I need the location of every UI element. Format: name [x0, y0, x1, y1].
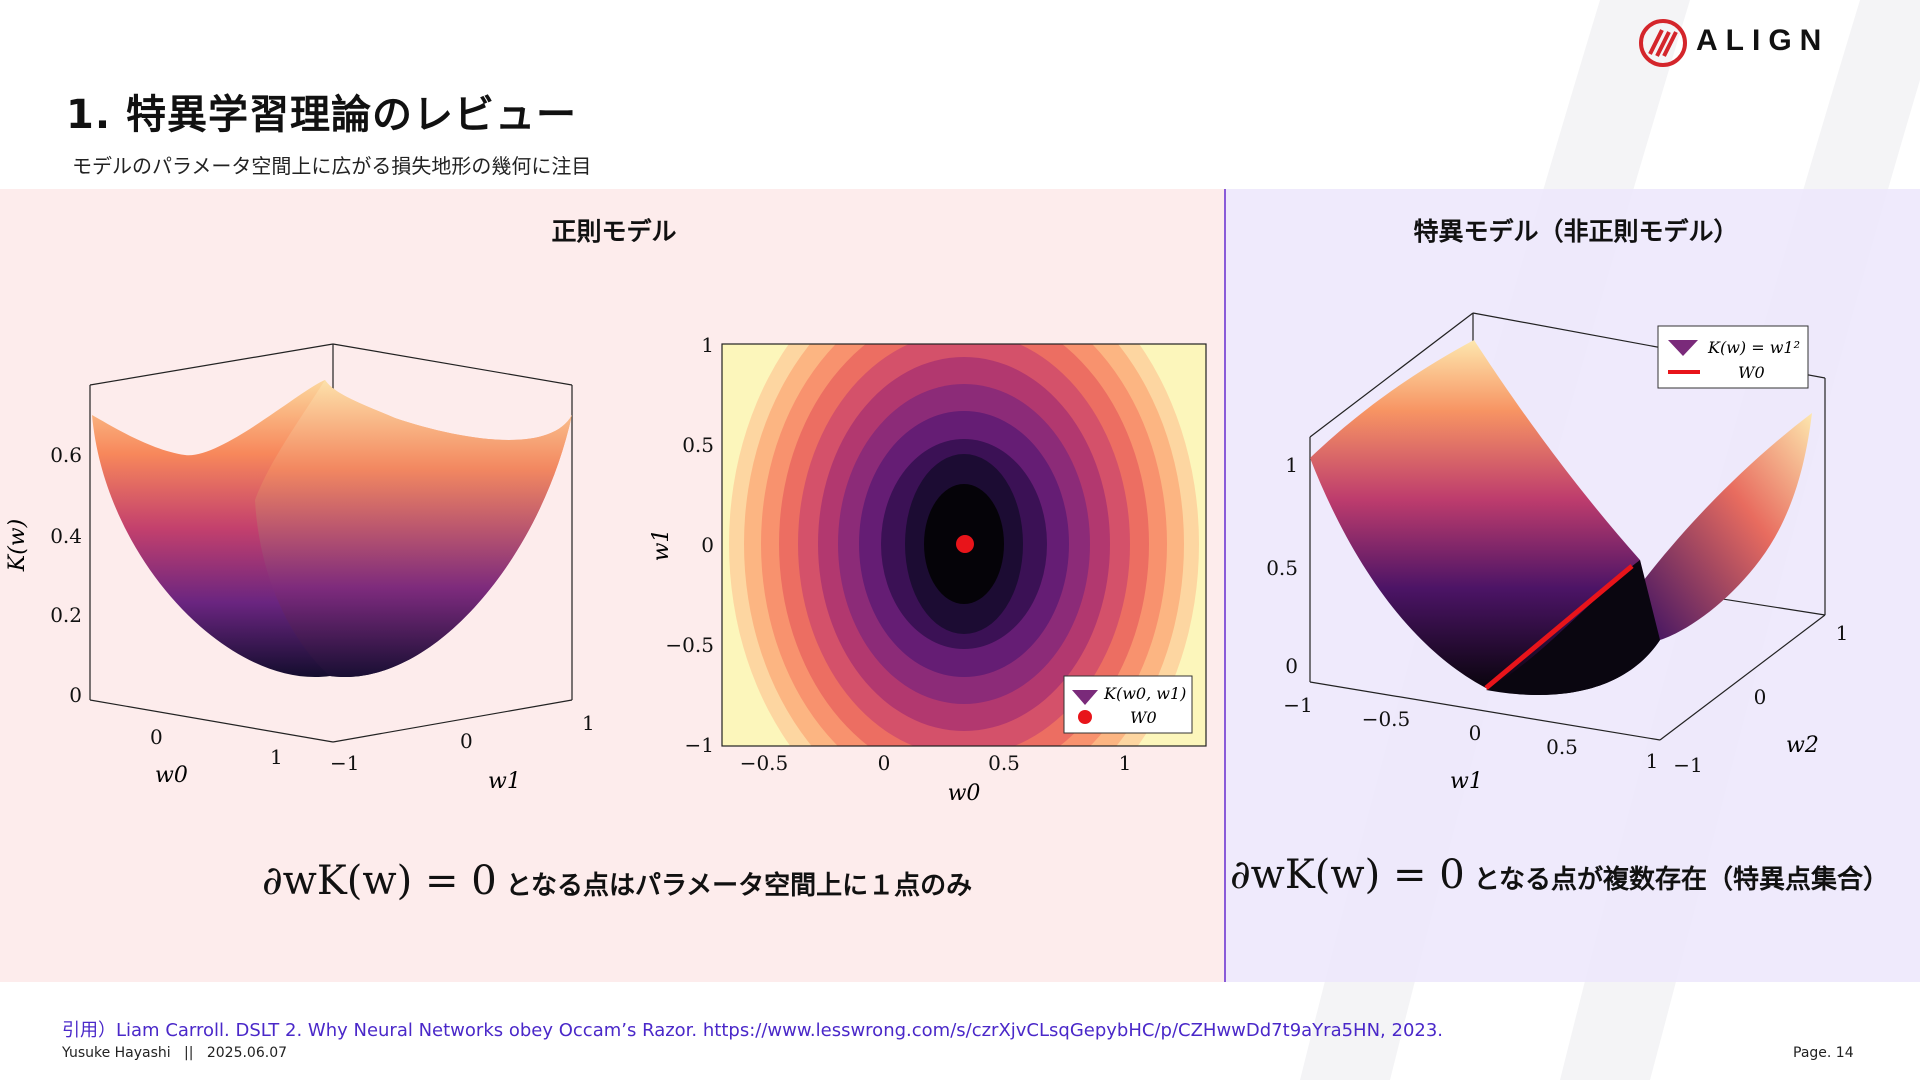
footer-separator: ||: [184, 1045, 194, 1061]
y-tick-label: −1: [685, 733, 714, 757]
y-tick-label: −0.5: [665, 633, 714, 657]
page-subtitle: モデルのパラメータ空間上に広がる損失地形の幾何に注目: [72, 154, 592, 178]
y-axis-label: w2: [1786, 733, 1819, 758]
z-tick-label: 0: [1285, 654, 1298, 678]
panel-divider: [1224, 189, 1226, 982]
z-tick-label: 0.4: [50, 524, 82, 548]
y-tick-label: −1: [1673, 753, 1702, 777]
singular-set-line: [1484, 564, 1634, 690]
singular-surface-plot: K(w) = w1² W0 1 0.5 0 −1 −0.5 0 0.5 1 −1…: [1266, 312, 1849, 794]
x-axis-label: w1: [1450, 769, 1483, 794]
x-tick-label: −0.5: [1362, 707, 1411, 731]
x-axis-label: w0: [155, 763, 188, 788]
regular-contour-plot: K(w0, w1) W0 1 0.5 0 −0.5 −1 −0.5 0 0.5 …: [649, 333, 1207, 806]
footer-date: 2025.06.07: [206, 1045, 288, 1061]
legend-label: K(w0, w1): [1103, 684, 1186, 703]
footer-author: Yusuke Hayashi: [62, 1045, 171, 1061]
x-axis-label: w0: [948, 781, 981, 806]
singular-equation-line: ∂wK(w) = 0 となる点が複数存在（特異点集合）: [1230, 852, 1889, 898]
equation-caption: となる点はパラメータ空間上に１点のみ: [505, 871, 973, 901]
x-tick-label: −0.5: [740, 751, 789, 775]
z-tick-label: 0: [69, 683, 82, 707]
page-title: 1. 特異学習理論のレビュー: [66, 92, 577, 138]
x-tick-label: 0: [1469, 721, 1482, 745]
x-tick-label: 0: [150, 725, 163, 749]
z-tick-label: 0.5: [1266, 556, 1298, 580]
y-tick-label: 1: [701, 333, 714, 357]
logo-text: ALIGN: [1696, 24, 1830, 57]
z-tick-label: 0.2: [50, 603, 82, 627]
legend-label: W0: [1130, 708, 1157, 727]
y-tick-label: 1: [582, 711, 595, 735]
equation-caption: となる点が複数存在（特異点集合）: [1473, 865, 1889, 895]
equation: ∂wK(w) = 0: [1230, 852, 1465, 898]
x-tick-label: 0.5: [988, 751, 1020, 775]
z-tick-label: 0.6: [50, 443, 82, 467]
y-tick-label: 1: [1836, 621, 1849, 645]
y-tick-label: −1: [330, 751, 359, 775]
x-tick-label: 1: [270, 745, 283, 769]
x-tick-label: −1: [1283, 693, 1312, 717]
footer-author-line: Yusuke Hayashi || 2025.06.07: [62, 1045, 287, 1061]
x-tick-label: 1: [1119, 751, 1132, 775]
regular-equation-line: ∂wK(w) = 0 となる点はパラメータ空間上に１点のみ: [262, 858, 972, 904]
x-tick-label: 1: [1646, 749, 1659, 773]
x-tick-label: 0: [878, 751, 891, 775]
y-tick-label: 0.5: [682, 433, 714, 457]
y-tick-label: 0: [1754, 685, 1767, 709]
y-axis-label: w1: [488, 769, 521, 794]
regular-model-title: 正則モデル: [551, 217, 677, 246]
regular-surface-plot: 0.6 0.4 0.2 0 K(w) 0 1 −1 0 1 w0 w1: [5, 343, 595, 794]
y-tick-label: 0: [701, 533, 714, 557]
legend-label: K(w) = w1²: [1707, 338, 1800, 357]
citation: 引用）Liam Carroll. DSLT 2. Why Neural Netw…: [62, 1020, 1444, 1041]
x-tick-label: 0.5: [1546, 735, 1578, 759]
y-axis-label: w1: [649, 529, 674, 562]
legend-label: W0: [1738, 363, 1765, 382]
align-logo-icon: [1639, 19, 1687, 67]
contour-legend: K(w0, w1) W0: [1063, 675, 1193, 734]
z-axis-label: K(w): [5, 519, 30, 572]
singular-model-title: 特異モデル（非正則モデル）: [1413, 217, 1739, 246]
z-tick-label: 1: [1285, 453, 1298, 477]
equation: ∂wK(w) = 0: [262, 858, 497, 904]
align-logo: ALIGN: [1638, 18, 1828, 68]
singular-legend: K(w) = w1² W0: [1657, 325, 1809, 389]
page-number: Page. 14: [1793, 1045, 1854, 1061]
y-tick-label: 0: [460, 729, 473, 753]
minimum-point: [956, 535, 974, 553]
